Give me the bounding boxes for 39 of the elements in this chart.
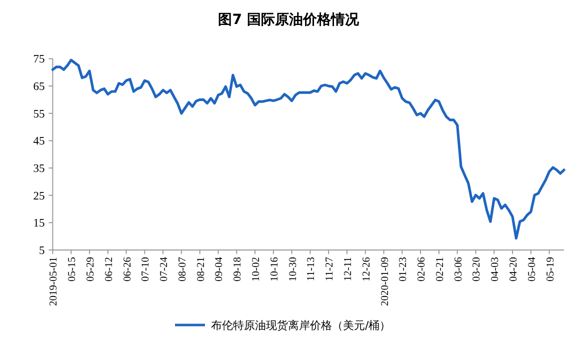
x-tick-label: 02-21	[434, 257, 446, 282]
x-tick-label: 02-06	[416, 257, 428, 282]
x-tick-label: 05-29	[85, 257, 96, 282]
x-tick-label: 11-13	[306, 257, 318, 282]
x-tick-label: 04-20	[508, 257, 520, 282]
y-tick-label: 35	[33, 163, 45, 176]
x-tick-label: 10-02	[251, 257, 262, 282]
x-tick-label: 07-10	[140, 257, 152, 282]
y-tick-label: 15	[33, 218, 45, 230]
line-series	[51, 58, 566, 240]
x-tick-label: 03-06	[453, 257, 464, 282]
x-tick-label: 12-11	[342, 257, 354, 282]
y-tick-label: 5	[38, 245, 45, 257]
x-tick-label: 12-26	[361, 257, 372, 282]
x-tick-label: 08-07	[177, 257, 188, 282]
x-tick-label: 2020-01-09	[380, 257, 391, 306]
y-tick-label: 45	[33, 136, 45, 148]
x-tick-label: 08-21	[196, 257, 207, 282]
x-tick-label: 09-18	[232, 257, 244, 282]
x-tick-label: 07-24	[159, 256, 170, 282]
chart-title: 图7 国际原油价格情况	[218, 12, 360, 28]
x-tick-label: 09-04	[214, 256, 226, 282]
y-tick-label: 25	[33, 190, 45, 202]
legend-label: 布伦特原油现货离岸价格（美元/桶）	[211, 319, 391, 332]
x-tick-label: 06-12	[104, 257, 115, 282]
y-tick-label: 75	[33, 54, 45, 66]
y-tick-label: 65	[33, 81, 45, 94]
x-tick-label: 04-03	[490, 257, 502, 282]
x-tick-label: 06-26	[122, 257, 134, 282]
x-tick-label: 11-27	[324, 257, 336, 282]
x-tick-label: 03-20	[472, 257, 483, 282]
x-tick-label: 2019-05-01	[48, 257, 60, 306]
x-tick-label: 05-04	[526, 256, 538, 282]
y-tick-label: 55	[33, 108, 45, 120]
x-tick-label: 01-23	[398, 257, 410, 282]
x-tick-label: 10-30	[288, 257, 299, 282]
x-tick-label: 05-19	[545, 257, 556, 282]
x-tick-label: 05-15	[67, 257, 78, 282]
x-tick-label: 10-16	[269, 257, 280, 282]
